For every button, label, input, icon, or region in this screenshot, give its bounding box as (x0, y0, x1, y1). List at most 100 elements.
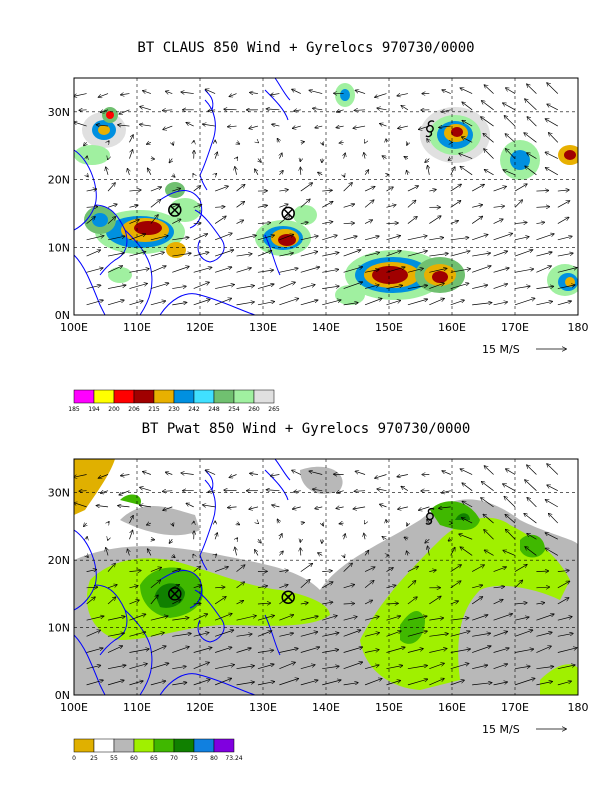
lon-tick-label: 140E (312, 321, 340, 334)
wind-vector (407, 285, 427, 289)
wind-vector (129, 190, 141, 191)
wind-vector (354, 110, 366, 111)
wind-vector (407, 679, 428, 686)
wind-vector (546, 168, 559, 176)
wind-vector (322, 300, 341, 306)
wind-vector (96, 125, 109, 126)
wind-vector (215, 533, 217, 540)
wind-vector (343, 585, 355, 589)
wind-vector (129, 301, 143, 306)
wind-vector (300, 252, 318, 257)
wind-vector (163, 125, 173, 129)
wind-vector (172, 286, 186, 288)
wind-vector (150, 252, 164, 257)
wind-vector (322, 190, 332, 191)
panel1-gridlines (74, 78, 578, 315)
panel2-title: BT Pwat 850 Wind + Gyrelocs 970730/0000 (141, 421, 471, 437)
wind-vector (279, 633, 293, 637)
wind-vector (471, 565, 484, 572)
wind-vector (407, 665, 427, 670)
colorbar-level-label: 248 (208, 406, 220, 413)
wind-vector (279, 534, 282, 540)
wind-vector (462, 501, 473, 508)
wind-vector (214, 186, 228, 192)
panel2-axis-labels: 100E 110E 120E 130E 140E 150E 160E 170E 180 0N 10N… (48, 487, 589, 714)
wind-vector (87, 555, 89, 557)
wind-vector (460, 167, 473, 176)
wind-vector (150, 567, 161, 572)
wind-vector (429, 283, 444, 289)
wind-vector (309, 471, 323, 475)
colorbar-swatch (233, 389, 255, 404)
wind-vector (257, 664, 274, 670)
wind-vector (293, 126, 301, 128)
wind-vector (407, 649, 423, 653)
wind-vector (129, 530, 132, 540)
wind-vector (493, 600, 503, 605)
wind-vector (407, 299, 428, 306)
wind-vector (107, 285, 126, 289)
wind-vector (343, 603, 355, 604)
wind-vector (322, 523, 323, 526)
wind-vector (214, 567, 228, 572)
wind-vector (450, 184, 461, 192)
wind-vector (272, 505, 280, 507)
wind-vector (493, 268, 509, 273)
wind-vector (257, 205, 267, 207)
wind-vector (214, 614, 232, 621)
colorbar-level-label: 230 (168, 406, 180, 413)
wind-vector (322, 142, 323, 145)
wind-vector (279, 615, 293, 621)
wind-vector (484, 550, 494, 556)
colorbar-swatch (93, 738, 115, 753)
wind-vector (462, 483, 473, 491)
wind-vector (236, 616, 257, 621)
wind-vector (107, 183, 115, 192)
wind-vector (127, 549, 129, 556)
wind-vector (386, 585, 395, 587)
wind-vector (150, 200, 161, 208)
wind-vector (205, 470, 216, 475)
wind-vector (74, 122, 87, 127)
reference-vector-label: 15 M/S (482, 343, 520, 356)
wind-vector (484, 466, 494, 475)
wind-vector (237, 538, 238, 539)
wind-vector (193, 174, 194, 175)
wind-vector (364, 633, 379, 637)
lon-tick-label: 160E (438, 321, 466, 334)
wind-vector (300, 267, 320, 273)
wind-vector (557, 570, 569, 571)
wind-vector (237, 142, 240, 144)
wind-vector (236, 682, 255, 686)
wind-vector (448, 539, 450, 541)
wind-vector (236, 254, 252, 257)
wind-vector (292, 89, 301, 94)
lon-tick-label: 180 (568, 321, 589, 334)
wind-vector (129, 150, 132, 159)
wind-vector (472, 285, 487, 289)
colorbar-level-label: 265 (268, 406, 280, 413)
wind-vector (514, 184, 527, 192)
wind-vector (514, 200, 522, 208)
wind-vector (257, 284, 274, 289)
wind-vector (353, 126, 366, 128)
wind-vector (172, 600, 180, 605)
wind-vector (214, 233, 232, 241)
wind-vector (364, 153, 365, 159)
wind-vector (493, 682, 508, 686)
wind-vector (87, 175, 89, 177)
wind-vector (215, 174, 216, 175)
wind-vector (129, 135, 133, 143)
wind-vector (343, 630, 361, 637)
colorbar-level-label: 65 (150, 755, 158, 762)
wind-vector (364, 252, 379, 257)
wind-vector (397, 94, 408, 96)
wind-vector (214, 298, 231, 306)
wind-vector (140, 107, 151, 111)
wind-vector (472, 633, 490, 637)
wind-vector (150, 236, 168, 241)
wind-vector (407, 186, 418, 192)
panel2-reference-vector: 15 M/S (482, 723, 566, 736)
wind-vector (557, 665, 575, 670)
wind-vector (354, 491, 366, 492)
